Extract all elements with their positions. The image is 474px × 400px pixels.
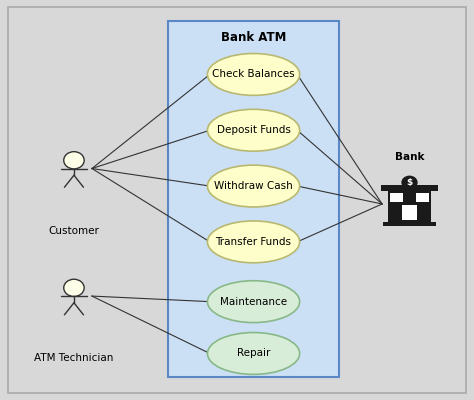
FancyBboxPatch shape <box>383 222 436 226</box>
Text: ATM Technician: ATM Technician <box>34 354 114 364</box>
Text: Customer: Customer <box>48 226 100 236</box>
FancyBboxPatch shape <box>381 184 438 190</box>
Text: Maintenance: Maintenance <box>220 297 287 307</box>
Ellipse shape <box>208 54 300 95</box>
Text: Withdraw Cash: Withdraw Cash <box>214 181 293 191</box>
Text: Bank ATM: Bank ATM <box>221 30 286 44</box>
Ellipse shape <box>208 221 300 263</box>
Text: $: $ <box>406 178 413 187</box>
Text: Check Balances: Check Balances <box>212 70 295 80</box>
Text: Repair: Repair <box>237 348 270 358</box>
FancyBboxPatch shape <box>401 205 417 220</box>
Text: Bank: Bank <box>395 152 424 162</box>
Text: Transfer Funds: Transfer Funds <box>216 237 292 247</box>
FancyBboxPatch shape <box>8 7 466 393</box>
Text: Deposit Funds: Deposit Funds <box>217 125 291 135</box>
Ellipse shape <box>208 281 300 322</box>
Circle shape <box>64 279 84 296</box>
Ellipse shape <box>208 109 300 151</box>
Circle shape <box>64 152 84 169</box>
FancyBboxPatch shape <box>168 21 338 377</box>
FancyBboxPatch shape <box>390 193 403 202</box>
Ellipse shape <box>208 332 300 374</box>
FancyBboxPatch shape <box>416 193 429 202</box>
FancyBboxPatch shape <box>388 190 431 222</box>
Ellipse shape <box>208 165 300 207</box>
Circle shape <box>401 176 418 189</box>
